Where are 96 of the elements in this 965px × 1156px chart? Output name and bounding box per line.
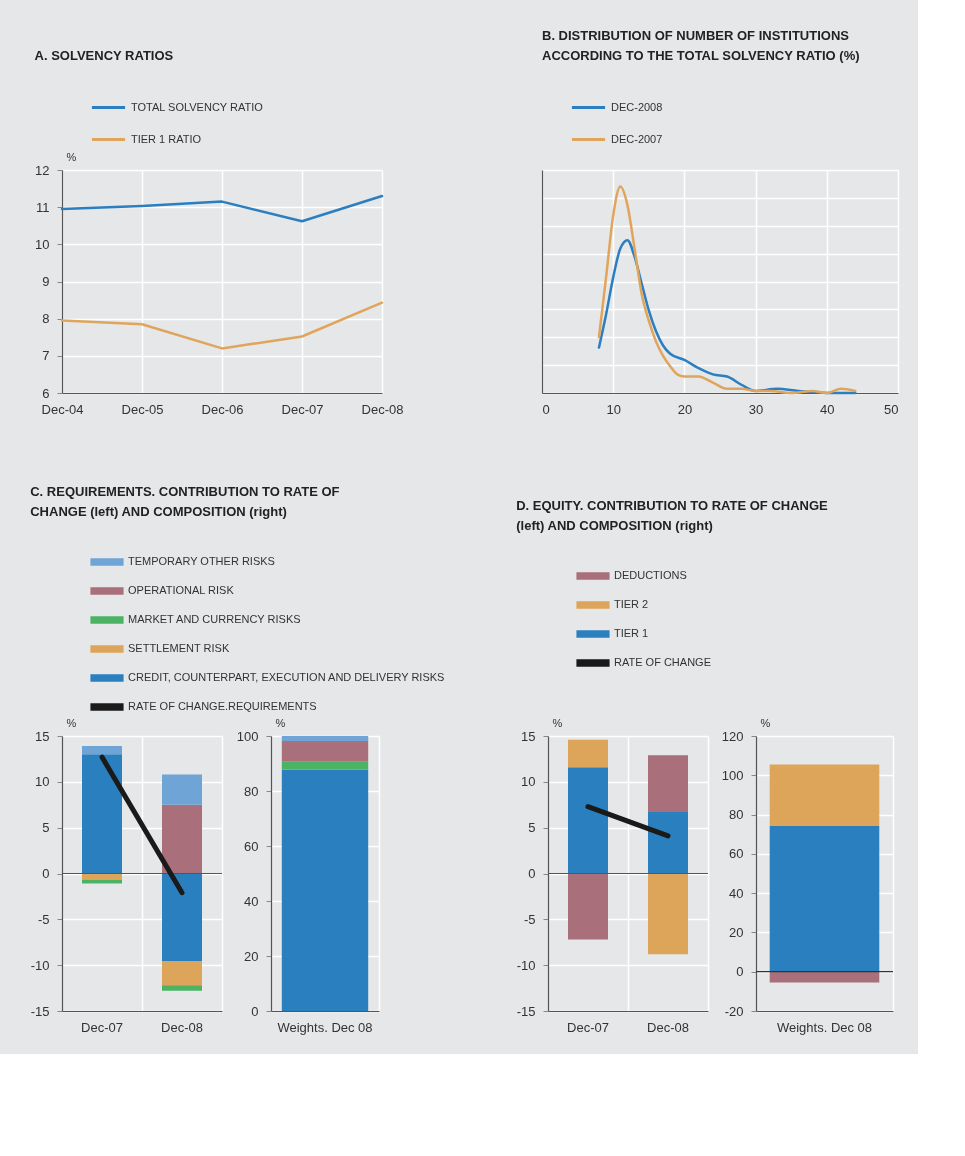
y-tick-label: -10 <box>30 957 50 973</box>
bar <box>769 764 880 826</box>
chart-title: B. DISTRIBUTION OF NUMBER OF INSTITUTIONS ACCORDING TO THE TOTAL SOLVENCY RATIO (%) <box>542 28 860 63</box>
y-tick-label: 15 <box>521 728 536 744</box>
y-tick-label: 9 <box>42 274 50 289</box>
y-tick-label: 60 <box>729 846 744 862</box>
x-tick-label: Dec-06 <box>201 401 244 417</box>
y-tick-label: -5 <box>523 911 536 927</box>
legend-label: DEC-2008 <box>611 100 663 113</box>
y-tick-label: 7 <box>42 348 50 364</box>
bar <box>162 804 202 874</box>
y-tick-label: 40 <box>729 885 744 901</box>
y-tick-label: 10 <box>35 774 50 790</box>
y-tick-label: 80 <box>729 807 744 823</box>
y-tick-label: 20 <box>244 948 259 964</box>
legend-label: TIER 1 RATIO <box>131 132 202 145</box>
bar <box>162 873 202 962</box>
y-tick-label: -10 <box>516 957 536 973</box>
x-tick-label: 30 <box>748 401 764 417</box>
x-tick-label: Dec-08 <box>161 1019 203 1035</box>
legend-label: TIER 1 <box>614 627 649 639</box>
y-tick-label: -20 <box>724 1003 744 1019</box>
chart-title: D. EQUITY. CONTRIBUTION TO RATE OF CHANGE (left) AND COMPOSITION (right) <box>516 498 829 533</box>
x-tick-label: Dec-08 <box>361 401 404 417</box>
bar <box>281 736 369 741</box>
bar <box>82 754 122 874</box>
y-tick-label: 80 <box>244 783 259 799</box>
y-tick-label: 15 <box>35 728 50 744</box>
y-axis-title: % <box>760 716 771 729</box>
legend-label: SETTLEMENT RISK <box>128 642 230 654</box>
bar <box>568 873 608 940</box>
legend-label: MARKET AND CURRENCY RISKS <box>128 613 301 625</box>
y-tick-label: 100 <box>236 728 259 744</box>
bar <box>82 746 122 755</box>
x-tick-label: Dec-07 <box>81 1019 123 1035</box>
legend-label: OPERATIONAL RISK <box>128 584 235 596</box>
legend-label: TOTAL SOLVENCY RATIO <box>131 100 264 113</box>
x-tick-label: Dec-05 <box>121 401 164 417</box>
y-tick-label: 40 <box>244 893 259 909</box>
bar <box>648 873 688 955</box>
y-tick-label: 0 <box>42 866 50 881</box>
bar <box>162 961 202 986</box>
chart-title: A. SOLVENCY RATIOS <box>34 48 174 63</box>
y-tick-label: 120 <box>721 728 744 744</box>
y-tick-label: 10 <box>521 774 536 790</box>
legend-label: DEDUCTIONS <box>614 569 687 581</box>
x-tick-label: Weights. Dec 08 <box>277 1019 373 1035</box>
x-tick-label: 40 <box>820 401 835 417</box>
x-tick-label: Dec-08 <box>647 1019 689 1035</box>
y-tick-label: 6 <box>42 385 50 401</box>
bar <box>568 767 608 874</box>
x-tick-label: 20 <box>677 401 693 417</box>
y-tick-label: 20 <box>729 924 744 940</box>
y-axis-title: % <box>66 716 77 729</box>
y-tick-label: 5 <box>42 820 50 836</box>
legend-label: DEC-2007 <box>611 132 663 145</box>
y-axis-title: % <box>66 150 77 163</box>
legend-label: RATE OF CHANGE.REQUIREMENTS <box>128 700 317 712</box>
x-tick-label: Dec-07 <box>281 401 324 417</box>
bar <box>281 761 369 770</box>
legend-label: TEMPORARY OTHER RISKS <box>128 555 275 567</box>
bar <box>648 812 688 874</box>
bar <box>82 879 122 884</box>
y-axis-title: % <box>552 716 563 729</box>
y-tick-label: 100 <box>721 767 744 783</box>
y-tick-label: 5 <box>528 820 536 836</box>
x-tick-label: 0 <box>542 401 550 417</box>
y-tick-label: -5 <box>37 911 50 927</box>
x-tick-label: Weights. Dec 08 <box>776 1019 873 1035</box>
y-axis-title: % <box>275 716 286 729</box>
y-tick-label: 0 <box>528 866 536 881</box>
y-tick-label: 0 <box>736 964 744 980</box>
chart-title: C. REQUIREMENTS. CONTRIBUTION TO RATE OF CHANGE (left) AND COMPOSITION (right) <box>30 484 340 519</box>
y-tick-label: 11 <box>36 199 50 215</box>
bar <box>162 774 202 805</box>
legend-label: RATE OF CHANGE <box>614 656 711 668</box>
x-tick-label: 10 <box>606 401 621 417</box>
bar <box>568 739 608 768</box>
y-tick-label: 10 <box>35 236 50 252</box>
bar <box>281 740 369 762</box>
x-tick-label: Dec-04 <box>41 401 84 417</box>
y-tick-label: 60 <box>244 838 259 854</box>
x-tick-label: 50 <box>884 401 899 417</box>
y-tick-label: 12 <box>35 162 50 178</box>
y-tick-label: 8 <box>42 311 50 327</box>
bar <box>648 755 688 813</box>
y-tick-label: -15 <box>30 1003 50 1019</box>
line-series <box>60 194 384 223</box>
bar <box>769 971 880 983</box>
line-series <box>60 301 384 350</box>
x-tick-label: Dec-07 <box>567 1019 609 1035</box>
y-tick-label: -15 <box>516 1003 536 1019</box>
bar <box>162 985 202 991</box>
y-tick-label: 0 <box>251 1003 259 1019</box>
legend-label: TIER 2 <box>614 598 649 610</box>
legend-label: CREDIT, COUNTERPART, EXECUTION AND DELIVERY RISKS <box>128 671 445 683</box>
